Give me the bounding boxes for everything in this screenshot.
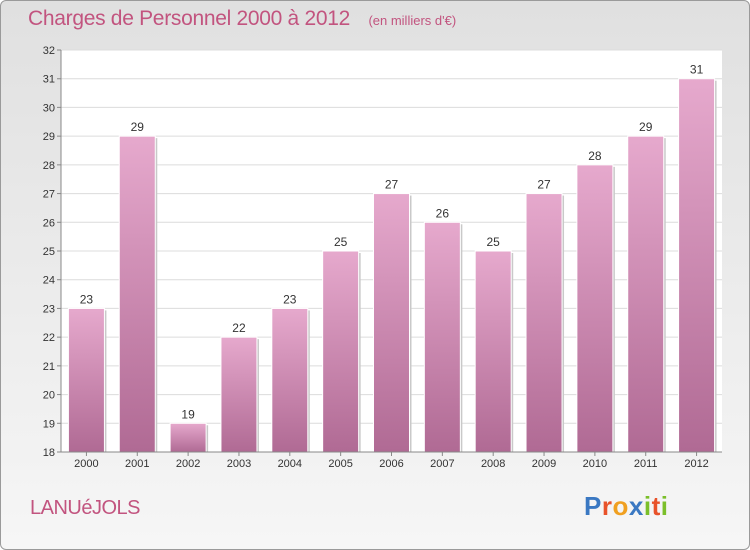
y-tick-label: 23	[43, 303, 55, 315]
logo-letter: x	[628, 491, 644, 521]
bar	[67, 307, 105, 453]
bar	[627, 135, 665, 453]
data-label: 26	[436, 206, 450, 220]
x-tick-label: 2011	[634, 458, 658, 470]
data-label: 19	[181, 407, 195, 421]
data-label: 23	[283, 292, 297, 306]
logo-letter: r	[601, 491, 613, 521]
y-tick-label: 27	[43, 189, 55, 201]
data-label: 28	[588, 149, 602, 163]
y-tick-label: 22	[43, 332, 55, 344]
x-tick-label: 2004	[278, 458, 302, 470]
logo-letter: i	[643, 491, 652, 521]
data-label: 25	[487, 235, 501, 249]
data-label: 29	[131, 120, 145, 134]
x-tick-label: 2009	[532, 458, 556, 470]
y-tick-label: 21	[43, 361, 55, 373]
bar	[423, 221, 461, 453]
y-tick-label: 18	[43, 447, 55, 459]
data-label: 31	[690, 63, 704, 77]
chart-unit-note: (en milliers d'€)	[368, 13, 457, 28]
bar	[373, 193, 410, 453]
x-tick-label: 2001	[125, 458, 149, 470]
data-label: 23	[80, 292, 94, 306]
y-tick-label: 24	[43, 275, 55, 287]
logo-letter: i	[660, 491, 669, 521]
logo-letter: o	[612, 491, 629, 521]
y-tick-label: 19	[43, 418, 55, 430]
x-tick-label: 2002	[176, 458, 200, 470]
data-label: 22	[232, 321, 246, 335]
data-label: 27	[385, 178, 399, 192]
x-tick-label: 2005	[328, 458, 352, 470]
y-tick-label: 30	[43, 102, 55, 114]
y-tick-label: 20	[43, 390, 55, 402]
chart-title: Charges de Personnel 2000 à 2012	[28, 7, 350, 30]
bar	[169, 422, 207, 453]
bar	[474, 250, 512, 453]
y-tick-label: 32	[43, 45, 55, 57]
y-tick-label: 31	[43, 74, 55, 86]
x-tick-label: 2010	[583, 458, 607, 470]
commune-name: LANUéJOLS	[30, 497, 141, 519]
data-label: 29	[639, 120, 653, 134]
logo-letter: t	[651, 491, 661, 521]
title-row: Charges de Personnel 2000 à 2012 (en mil…	[28, 7, 456, 31]
bar	[525, 193, 563, 453]
x-tick-label: 2006	[379, 458, 403, 470]
data-label: 25	[334, 235, 348, 249]
bar	[576, 164, 614, 453]
x-tick-label: 2003	[227, 458, 251, 470]
logo-letter: P	[584, 491, 602, 521]
x-tick-label: 2008	[481, 458, 505, 470]
y-tick-label: 28	[43, 160, 55, 172]
y-tick-label: 29	[43, 131, 55, 143]
bar	[118, 135, 156, 453]
proxiti-logo: Proxiti	[584, 491, 668, 522]
bar	[271, 307, 309, 453]
data-label: 27	[537, 178, 551, 192]
bar	[220, 336, 258, 453]
bar	[322, 250, 360, 453]
x-tick-label: 2007	[430, 458, 454, 470]
y-tick-label: 25	[43, 246, 55, 258]
x-tick-label: 2000	[74, 458, 98, 470]
x-tick-label: 2012	[684, 458, 708, 470]
y-tick-label: 26	[43, 217, 55, 229]
bar	[678, 78, 716, 453]
